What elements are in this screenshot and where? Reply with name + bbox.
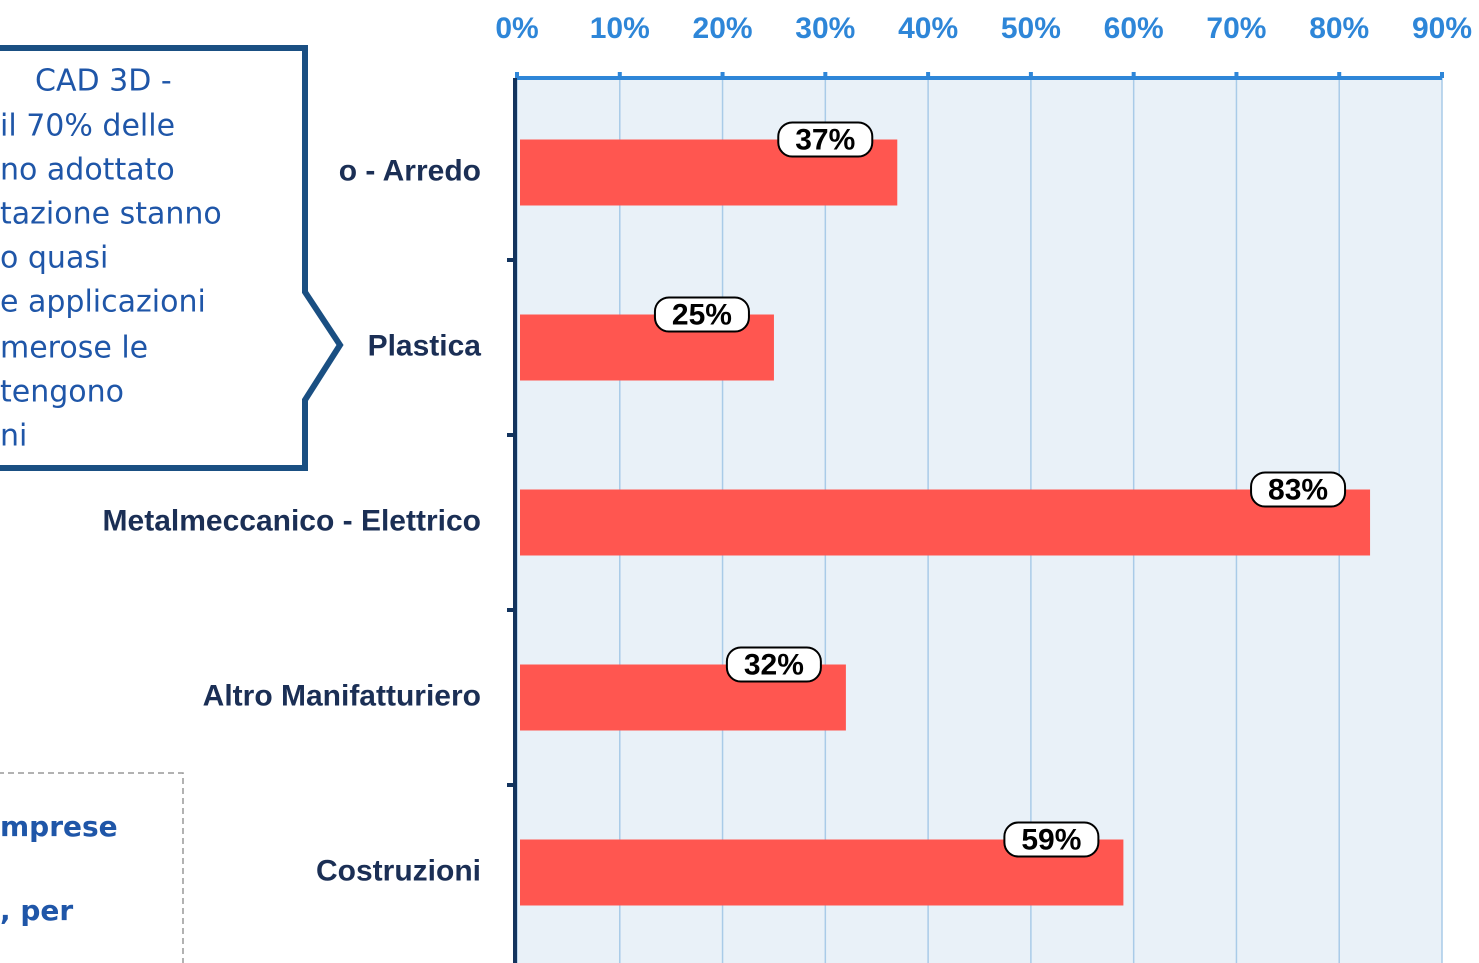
value-label-box (1250, 471, 1347, 508)
x-tick-label: 30% (795, 12, 855, 45)
y-tick-label: o - Arredo (339, 154, 481, 187)
y-tick-label: Altro Manifatturiero (203, 679, 481, 712)
x-tick-label: 20% (693, 12, 753, 45)
note: mprese , per (0, 772, 184, 963)
value-label: 83% (1268, 473, 1328, 506)
callout-line: tengono (0, 375, 124, 410)
value-label-box (1003, 821, 1100, 858)
y-tick-label: Costruzioni (316, 854, 481, 887)
bar (520, 489, 1371, 556)
note-line: mprese (0, 810, 118, 843)
x-tick-label: 80% (1309, 12, 1369, 45)
x-tick-label: 0% (495, 12, 538, 45)
callout-line: merose le (0, 331, 148, 366)
callout-line: ni (0, 419, 27, 454)
callout-box (0, 45, 344, 471)
chart: 0% 10% 20% 30% 40% 50% 60% 70% 80% 90% o - Arredo 3… (103, 12, 1472, 963)
value-label: 32% (744, 648, 804, 681)
x-tick-label: 40% (898, 12, 958, 45)
value-label-box (777, 121, 874, 158)
y-tick-label: Plastica (368, 329, 482, 362)
x-tick-label: 90% (1412, 12, 1472, 45)
x-tick-label: 60% (1104, 12, 1164, 45)
callout-line: il 70% delle (0, 109, 175, 144)
value-label: 37% (795, 123, 855, 156)
callout-line: tazione stanno (0, 197, 222, 232)
callout-line: CAD 3D - (35, 64, 172, 99)
y-tick-label: Metalmeccanico - Elettrico (103, 504, 481, 537)
note-line: , per (0, 894, 73, 927)
value-label: 25% (672, 298, 732, 331)
x-tick-label: 70% (1206, 12, 1266, 45)
callout-line: o quasi (0, 241, 108, 276)
callout-line: no adottato (0, 153, 175, 188)
x-tick-label: 10% (590, 12, 650, 45)
value-label-box (725, 646, 822, 683)
callout-line: e applicazioni (0, 285, 206, 320)
callout: CAD 3D - il 70% delle no adottato tazion… (0, 45, 344, 471)
value-label-box (653, 296, 750, 333)
note-box (0, 772, 184, 963)
x-tick-label: 50% (1001, 12, 1061, 45)
value-label: 59% (1021, 823, 1081, 856)
